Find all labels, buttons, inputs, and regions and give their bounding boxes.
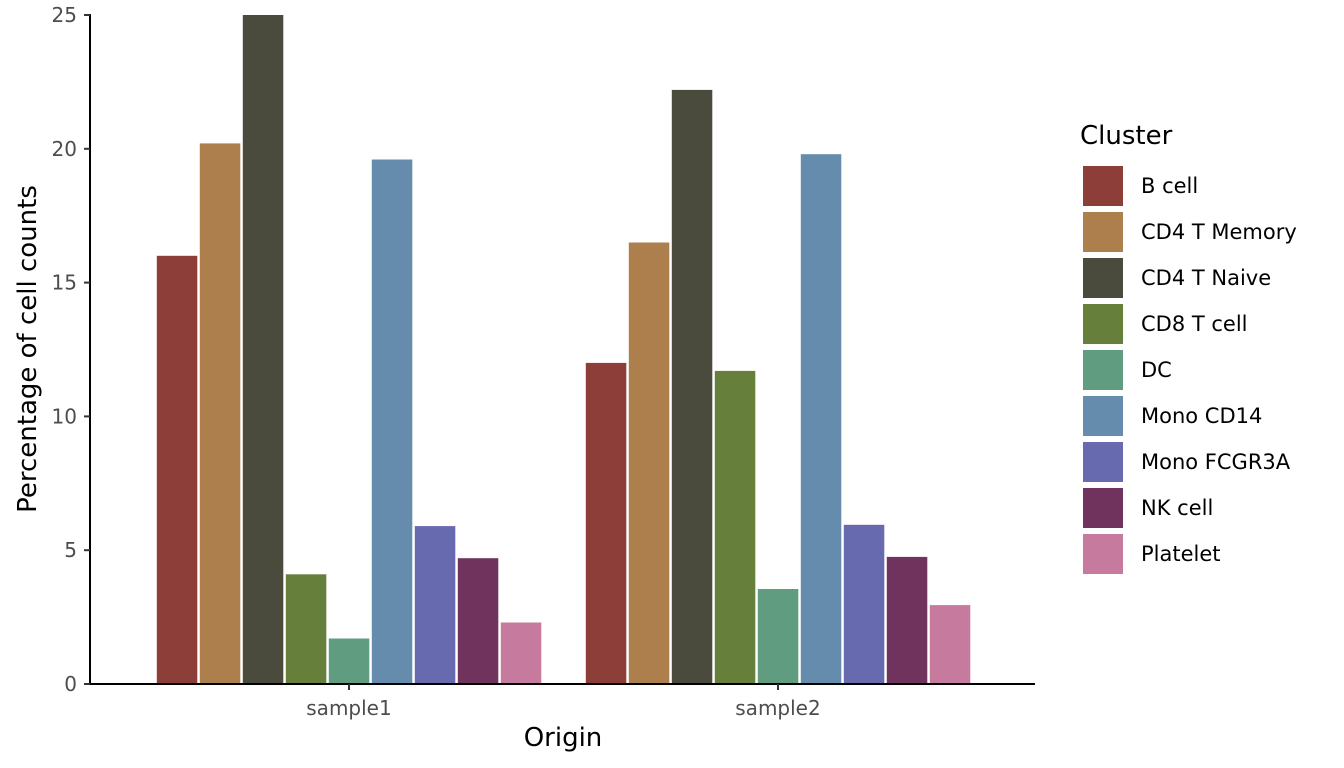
bar-sample1-nk-cell bbox=[457, 558, 499, 684]
bar-sample1-dc bbox=[328, 638, 370, 684]
bar-sample1-platelet bbox=[500, 622, 542, 684]
legend-key-cd4-t-naive bbox=[1083, 258, 1123, 298]
bar-sample1-mono-fcgr3a bbox=[414, 526, 456, 684]
legend-key-mono-cd14 bbox=[1083, 396, 1123, 436]
legend-label-cd4-t-memory: CD4 T Memory bbox=[1141, 220, 1297, 244]
y-tick-label: 10 bbox=[52, 404, 77, 428]
y-tick-label: 5 bbox=[64, 538, 77, 562]
y-ticks-group: 0 5 10 15 20 25 bbox=[52, 3, 90, 696]
legend-label-dc: DC bbox=[1141, 358, 1172, 382]
y-axis-title: Percentage of cell counts bbox=[13, 185, 43, 513]
bar-sample2-mono-fcgr3a bbox=[843, 524, 885, 684]
legend-key-dc bbox=[1083, 350, 1123, 390]
bars-group bbox=[156, 15, 971, 685]
legend-title: Cluster bbox=[1080, 121, 1173, 151]
y-tick-label: 0 bbox=[64, 672, 77, 696]
bar-sample2-cd4-t-memory bbox=[628, 242, 670, 684]
axes-group bbox=[89, 14, 1035, 685]
y-tick-label: 20 bbox=[52, 137, 77, 161]
legend-key-platelet bbox=[1083, 534, 1123, 574]
legend-key-b-cell bbox=[1083, 166, 1123, 206]
bar-sample2-cd8-t-cell bbox=[714, 370, 756, 684]
x-ticks-group: sample1 sample2 bbox=[306, 684, 821, 720]
x-tick-label-sample2: sample2 bbox=[735, 696, 820, 720]
bar-sample2-dc bbox=[757, 589, 799, 684]
bar-sample1-mono-cd14 bbox=[371, 159, 413, 684]
x-tick-label-sample1: sample1 bbox=[306, 696, 391, 720]
bar-sample1-b-cell bbox=[156, 255, 198, 685]
bar-sample1-cd4-t-memory bbox=[199, 143, 241, 684]
legend-label-cd8-t-cell: CD8 T cell bbox=[1141, 312, 1248, 336]
legend-key-nk-cell bbox=[1083, 488, 1123, 528]
legend-label-mono-fcgr3a: Mono FCGR3A bbox=[1141, 450, 1291, 474]
bar-sample2-platelet bbox=[929, 605, 971, 684]
bar-sample1-cd8-t-cell bbox=[285, 574, 327, 684]
legend-label-b-cell: B cell bbox=[1141, 174, 1198, 198]
x-axis-title: Origin bbox=[524, 723, 603, 753]
legend-label-mono-cd14: Mono CD14 bbox=[1141, 404, 1262, 428]
legend-label-cd4-t-naive: CD4 T Naive bbox=[1141, 266, 1271, 290]
bar-sample2-cd4-t-naive bbox=[671, 89, 713, 684]
legend: Cluster B cell CD4 T Memory CD4 T Naive CD8… bbox=[1080, 121, 1297, 574]
bar-sample2-b-cell bbox=[585, 362, 627, 684]
bar-sample2-mono-cd14 bbox=[800, 154, 842, 684]
y-tick-label: 25 bbox=[52, 3, 77, 27]
legend-label-platelet: Platelet bbox=[1141, 542, 1221, 566]
legend-key-mono-fcgr3a bbox=[1083, 442, 1123, 482]
legend-key-cd8-t-cell bbox=[1083, 304, 1123, 344]
y-tick-label: 15 bbox=[52, 271, 77, 295]
legend-key-cd4-t-memory bbox=[1083, 212, 1123, 252]
bar-sample1-cd4-t-naive bbox=[242, 15, 284, 684]
legend-label-nk-cell: NK cell bbox=[1141, 496, 1213, 520]
bar-sample2-nk-cell bbox=[886, 556, 928, 684]
